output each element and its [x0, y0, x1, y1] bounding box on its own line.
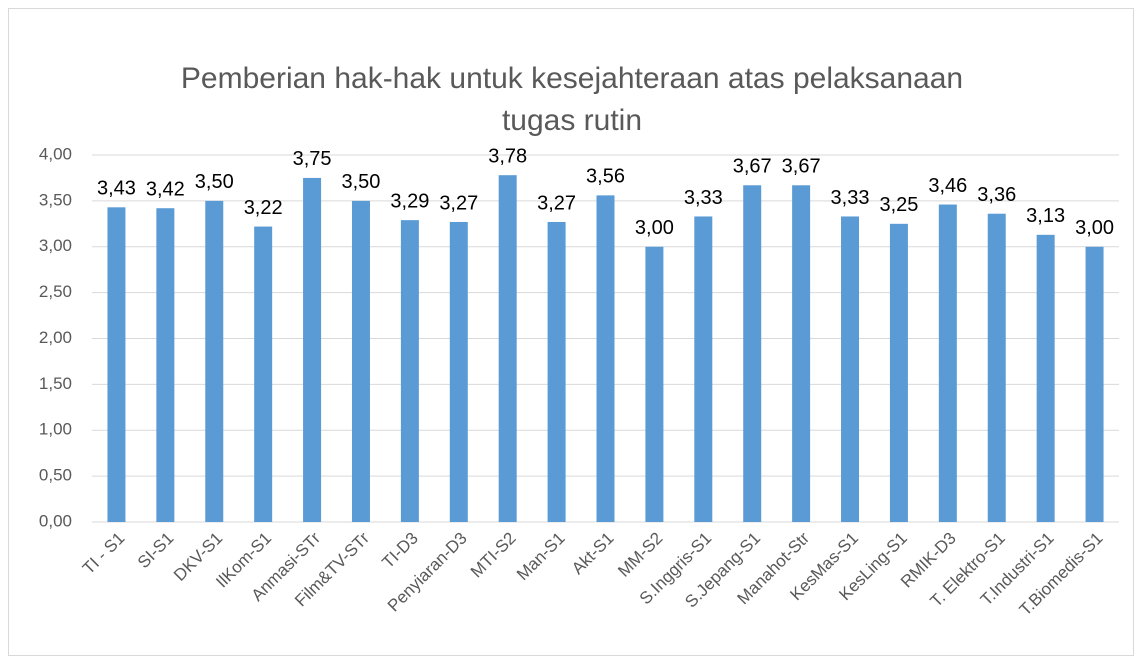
value-label: 3,13: [1026, 205, 1065, 227]
x-tick-label: Akt-S1: [568, 529, 618, 579]
value-label: 3,33: [831, 187, 870, 209]
value-label: 3,78: [488, 145, 527, 167]
bar: [987, 213, 1006, 522]
bar: [498, 175, 517, 522]
bar: [303, 177, 322, 522]
value-label: 3,50: [195, 171, 234, 193]
bar: [743, 185, 762, 522]
bar: [547, 221, 566, 523]
x-tick-label: SI-S1: [134, 529, 178, 573]
y-tick-label: 2,50: [39, 282, 72, 301]
chart-frame: [8, 8, 1134, 656]
x-tick-label: TI-D3: [378, 529, 421, 572]
chart-title: Pemberian hak-hak untuk kesejahteraan at…: [180, 62, 964, 137]
value-label: 3,33: [684, 187, 723, 209]
value-label: 3,00: [635, 217, 674, 239]
value-label: 3,36: [977, 184, 1016, 206]
bar: [156, 208, 175, 522]
value-label: 3,46: [928, 175, 967, 197]
y-tick-label: 3,00: [39, 236, 72, 255]
value-label: 3,27: [439, 192, 478, 214]
bar: [889, 223, 908, 522]
y-tick-label: 4,00: [39, 144, 72, 163]
value-label: 3,22: [244, 197, 283, 219]
value-label: 3,29: [390, 190, 429, 212]
value-label: 3,75: [293, 148, 332, 170]
y-tick-label: 1,50: [39, 374, 72, 393]
value-label: 3,42: [146, 178, 185, 200]
bar: [1085, 246, 1104, 522]
value-label: 3,27: [537, 192, 576, 214]
bar: [449, 221, 468, 523]
y-tick-label: 3,50: [39, 190, 72, 209]
value-label: 3,67: [733, 156, 772, 178]
value-label: 3,50: [342, 171, 381, 193]
bar: [792, 185, 811, 522]
bar: [596, 195, 615, 522]
y-tick-label: 1,00: [39, 420, 72, 439]
bar: [205, 200, 224, 522]
x-tick-label: Man-S1: [513, 529, 569, 585]
y-tick-label: 0,50: [39, 466, 72, 485]
bar: [694, 216, 713, 522]
bar: [645, 246, 664, 522]
bar: [351, 200, 370, 522]
value-label: 3,56: [586, 166, 625, 188]
y-tick-label: 0,00: [39, 511, 72, 530]
x-tick-label: TI - S1: [79, 529, 129, 579]
bar: [841, 216, 860, 522]
y-tick-label: 2,00: [39, 328, 72, 347]
value-label: 3,67: [782, 156, 821, 178]
bar: [400, 220, 419, 522]
value-label: 3,25: [879, 194, 918, 216]
x-tick-label: MTI-S2: [467, 529, 520, 582]
bar: [938, 204, 957, 523]
bar: [107, 207, 126, 523]
value-label: 3,43: [97, 178, 136, 200]
bar: [254, 226, 273, 522]
value-label: 3,00: [1075, 217, 1114, 239]
bar: [1036, 234, 1055, 522]
